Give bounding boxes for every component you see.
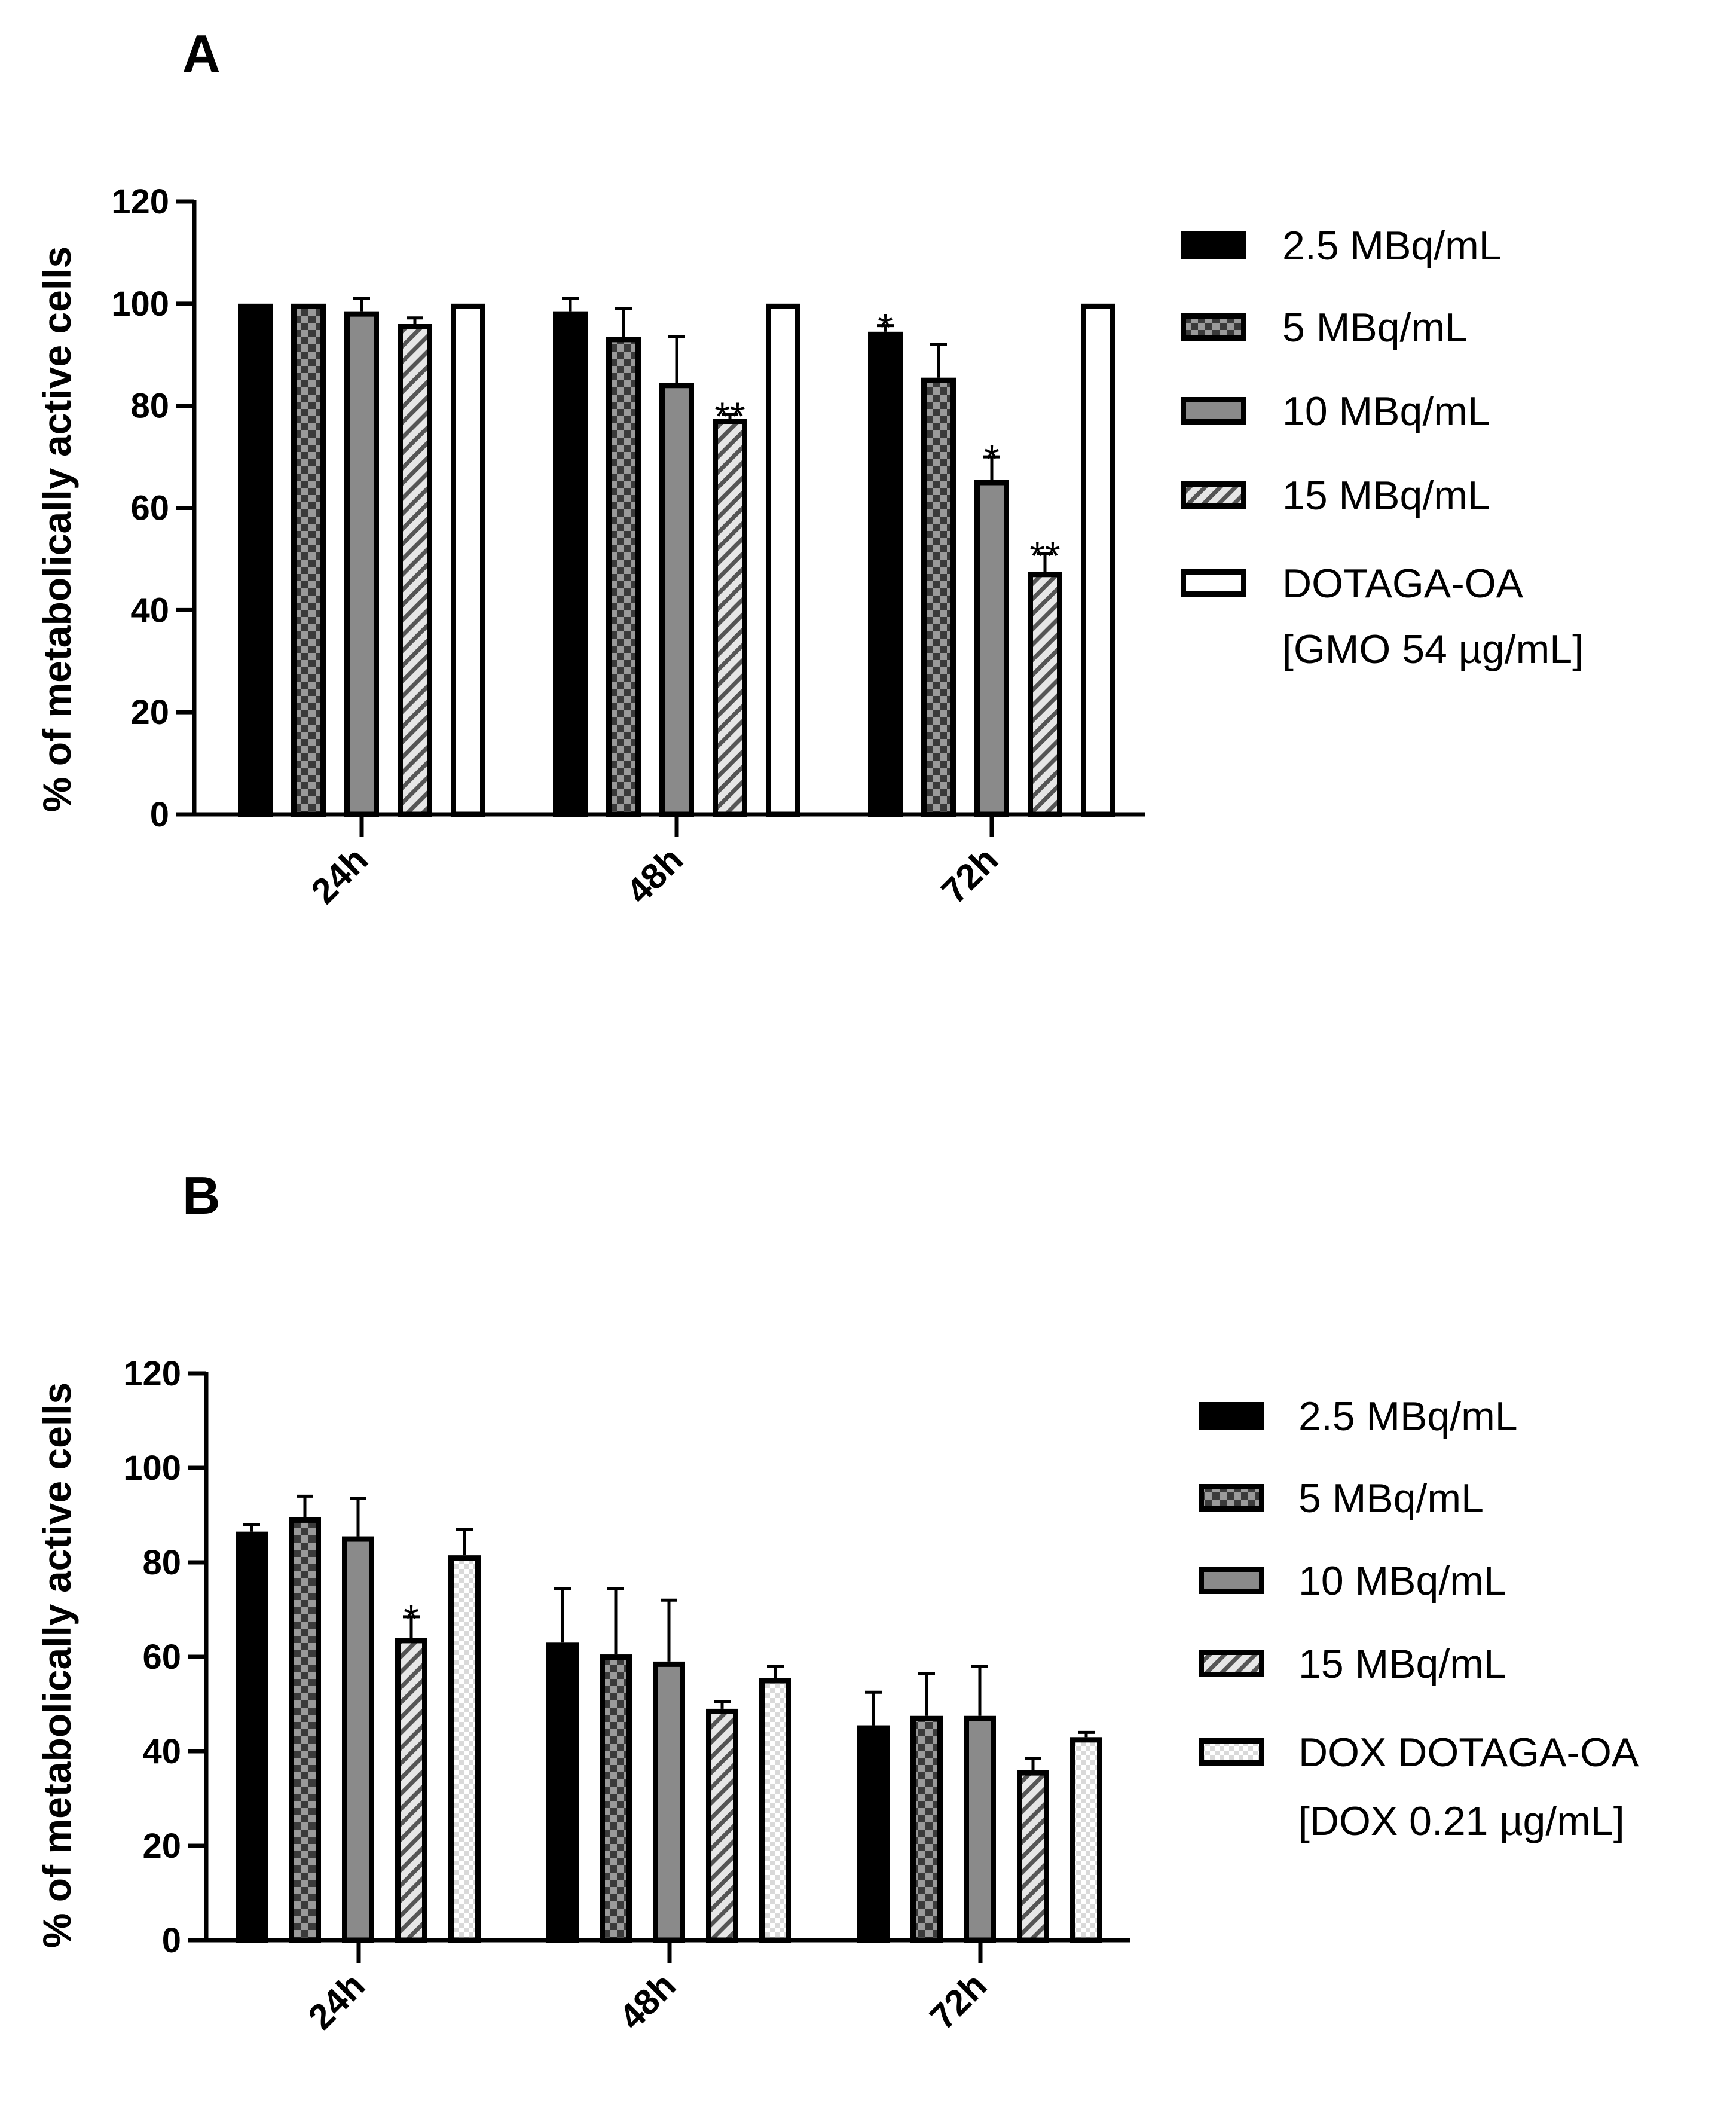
y-tick-label: 20 [130, 693, 169, 732]
panel-b-y-axis-label: % of metabolically active cells [35, 1382, 79, 1948]
bar [910, 1715, 943, 1943]
legend-label: 10 MBq/mL [1282, 389, 1490, 434]
x-tick-label: 24h [304, 839, 375, 911]
legend-label: 5 MBq/mL [1298, 1476, 1484, 1521]
bar [291, 303, 326, 817]
bar [238, 303, 273, 817]
bar [857, 1725, 890, 1943]
panel-a-y-axis-label: % of metabolically active cells [35, 246, 79, 812]
panel-a-legend: 2.5 MBq/mL 5 MBq/mL 10 MBq/mL 15 MBq/mL DOTA… [1181, 223, 1584, 672]
bar [653, 1661, 685, 1943]
legend-label: 15 MBq/mL [1298, 1641, 1506, 1687]
bar [713, 419, 747, 817]
bar [289, 1517, 321, 1943]
legend-label: DOX DOTAGA-OA [1298, 1730, 1639, 1775]
legend-swatch [1181, 231, 1246, 259]
bar [342, 1536, 374, 1943]
legend-label: 15 MBq/mL [1282, 473, 1490, 518]
x-tick-label: 48h [612, 1965, 683, 2037]
x-tick-label: 24h [301, 1965, 372, 2037]
bar [451, 303, 485, 817]
bar [236, 1531, 268, 1943]
significance-marker: * [404, 1596, 419, 1641]
panel-a-letter: A [182, 24, 221, 83]
legend-swatch [1181, 313, 1246, 341]
y-tick-label: 40 [130, 591, 169, 630]
legend-label: 5 MBq/mL [1282, 305, 1468, 350]
significance-marker: ** [1029, 533, 1060, 578]
legend-label: DOTAGA-OA [1282, 561, 1524, 606]
panel-b-letter: B [182, 1166, 221, 1225]
legend-swatch [1181, 569, 1246, 597]
bar [659, 383, 694, 817]
x-tick-label: 72h [934, 839, 1005, 911]
legend-swatch [1199, 1650, 1264, 1677]
y-tick-label: 120 [123, 1354, 181, 1393]
legend-swatch [1199, 1738, 1264, 1766]
legend-label: 2.5 MBq/mL [1282, 223, 1502, 268]
legend-swatch [1199, 1484, 1264, 1512]
y-tick-label: 60 [142, 1638, 181, 1677]
bar [868, 331, 903, 817]
bar [974, 480, 1009, 817]
bar [964, 1715, 996, 1943]
bar [1017, 1770, 1049, 1943]
legend-swatch [1181, 397, 1246, 425]
panel-a-bars: ****** [238, 297, 1115, 817]
y-tick-label: 40 [142, 1732, 181, 1771]
bar [395, 1638, 427, 1943]
bar [1081, 303, 1115, 817]
significance-marker: ** [714, 394, 745, 438]
bar [344, 311, 379, 817]
bar [398, 324, 432, 817]
significance-marker: * [984, 436, 1000, 481]
bar [921, 377, 956, 817]
y-tick-label: 100 [111, 285, 169, 323]
panel-b-legend: 2.5 MBq/mL 5 MBq/mL 10 MBq/mL 15 MBq/mL DOX … [1199, 1394, 1639, 1844]
panel-b: B % of metabolically active cells 0 20 40 6… [35, 1166, 1639, 2037]
bar [606, 337, 641, 817]
bar [706, 1708, 738, 1943]
y-tick-label: 120 [111, 182, 169, 221]
significance-marker: * [878, 306, 893, 350]
bar [766, 303, 800, 817]
y-tick-label: 80 [142, 1543, 181, 1582]
y-tick-label: 0 [150, 795, 169, 834]
bar [1028, 572, 1062, 817]
y-tick-label: 80 [130, 387, 169, 426]
legend-label: [GMO 54 µg/mL] [1282, 627, 1584, 672]
bar [546, 1642, 579, 1943]
legend-label: [DOX 0.21 µg/mL] [1298, 1799, 1625, 1844]
bar [600, 1654, 632, 1943]
bar [448, 1555, 481, 1943]
panel-b-bars: * [236, 1494, 1102, 1943]
legend-swatch [1181, 481, 1246, 509]
x-tick-label: 72h [922, 1965, 994, 2037]
y-tick-label: 0 [162, 1921, 181, 1960]
legend-swatch [1199, 1402, 1264, 1430]
legend-label: 2.5 MBq/mL [1298, 1394, 1518, 1439]
y-tick-label: 60 [130, 489, 169, 528]
panel-a: A % of metabolically active cells 0 20 40 6… [35, 24, 1584, 911]
x-tick-label: 48h [619, 839, 690, 911]
legend-label: 10 MBq/mL [1298, 1558, 1506, 1604]
bar [553, 311, 588, 817]
bar [1070, 1737, 1102, 1943]
y-tick-label: 100 [123, 1449, 181, 1488]
bar [759, 1678, 791, 1943]
y-tick-label: 20 [142, 1827, 181, 1865]
legend-swatch [1199, 1567, 1264, 1594]
